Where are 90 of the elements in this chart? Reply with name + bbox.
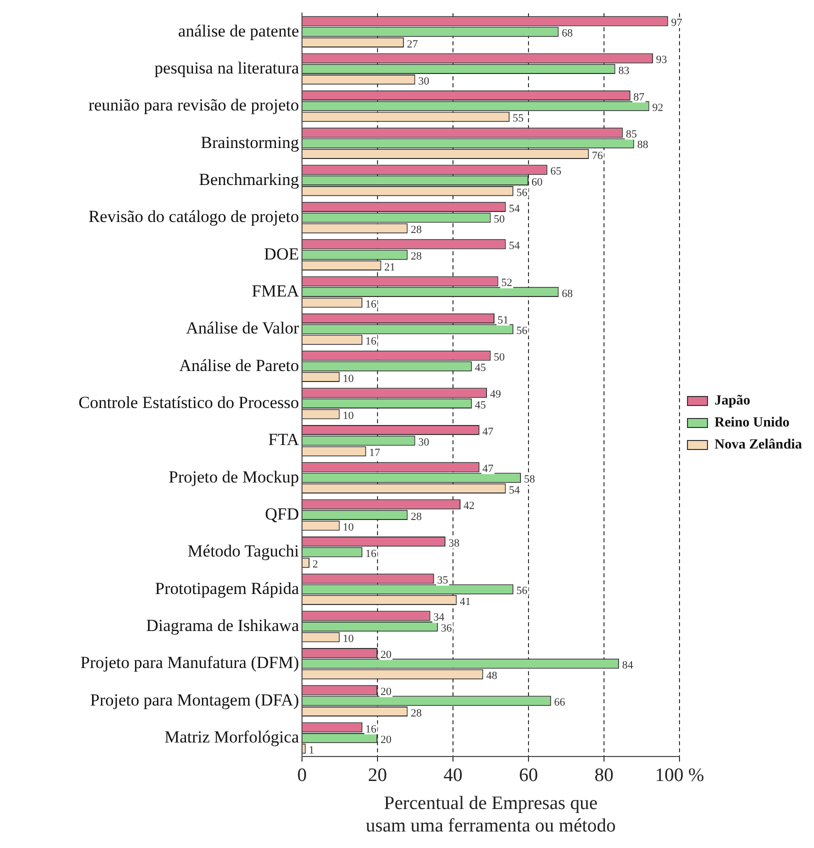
- data-label: 45: [474, 362, 486, 374]
- data-label: 58: [524, 474, 536, 486]
- data-label: 16: [365, 548, 377, 560]
- data-label: 27: [406, 38, 418, 50]
- legend-label: Japão: [714, 394, 750, 409]
- data-label: 87: [633, 91, 645, 104]
- data-label: 36: [440, 622, 452, 634]
- x-tick-label: 20: [368, 764, 387, 786]
- data-label: 10: [342, 410, 354, 422]
- data-label: 60: [531, 176, 543, 188]
- data-label: 92: [652, 102, 664, 114]
- x-tick-label: 100 %: [654, 764, 704, 786]
- x-tick-label: 40: [443, 764, 462, 786]
- data-label: 20: [380, 734, 392, 746]
- data-label: 66: [554, 696, 566, 709]
- data-label: 49: [490, 388, 502, 401]
- data-label: 30: [418, 76, 430, 88]
- data-label: 54: [508, 484, 520, 496]
- data-label: 38: [448, 537, 460, 550]
- data-label: 28: [410, 224, 422, 236]
- data-label: 10: [342, 372, 354, 385]
- data-label: 45: [474, 399, 486, 412]
- data-label: 52: [501, 277, 512, 290]
- data-label: 55: [512, 112, 524, 125]
- data-label: 10: [342, 633, 354, 646]
- y-tick-label: Diagrama de Ishikawa: [146, 616, 300, 635]
- x-tick-label: 80: [594, 764, 614, 786]
- y-tick-label: FTA: [268, 430, 300, 450]
- legend-label: Nova Zelândia: [714, 438, 802, 453]
- data-label: 47: [482, 426, 494, 438]
- data-label: 50: [494, 352, 506, 364]
- data-label: 42: [464, 500, 475, 512]
- y-tick-label: Brainstorming: [200, 132, 300, 152]
- y-tick-label: Análise de Valor: [186, 318, 300, 338]
- data-label: 35: [437, 574, 449, 587]
- data-label: 76: [592, 150, 604, 162]
- data-label: 17: [369, 447, 381, 460]
- x-tick-label: 0: [297, 764, 307, 786]
- x-axis-title: Percentual de Empresas que usam uma ferramenta ou método: [366, 792, 616, 837]
- data-label: 30: [418, 436, 430, 449]
- y-tick-label: análise de patente: [178, 21, 299, 40]
- data-label: 20: [380, 686, 392, 698]
- data-label: 1: [308, 744, 314, 757]
- y-tick-label: reunião para revisão de projeto: [88, 96, 299, 115]
- data-label: 20: [380, 648, 392, 661]
- data-label: 88: [637, 139, 649, 152]
- data-label: 28: [410, 510, 422, 523]
- y-tick-label: Revisão do catálogo de projeto: [88, 207, 299, 226]
- data-label: 68: [562, 288, 574, 300]
- data-label: 54: [508, 240, 520, 252]
- data-label: 83: [618, 64, 630, 77]
- data-label: 48: [486, 670, 498, 682]
- data-label: 28: [410, 250, 422, 263]
- data-label: 54: [508, 202, 520, 215]
- data-label: 16: [365, 336, 377, 348]
- y-tick-label: Método Taguchi: [188, 542, 300, 561]
- data-label: 68: [562, 28, 574, 40]
- data-label: 47: [482, 463, 494, 476]
- y-tick-label: pesquisa na literatura: [154, 58, 300, 78]
- y-tick-label: Projeto de Mockup: [168, 467, 299, 486]
- data-label: 56: [516, 325, 528, 338]
- legend-label: Reino Unido: [714, 416, 790, 431]
- data-label: 21: [384, 261, 396, 274]
- data-label: 85: [626, 128, 638, 141]
- data-label: 93: [656, 54, 668, 66]
- data-label: 28: [410, 707, 422, 720]
- data-label: 56: [516, 585, 528, 598]
- data-label: 41: [460, 596, 471, 608]
- y-tick-label: Projeto para Montagem (DFA): [90, 690, 299, 710]
- y-tick-label: Prototipagem Rápida: [154, 578, 300, 598]
- y-tick-label: Benchmarking: [198, 170, 300, 189]
- y-tick-label: FMEA: [252, 281, 300, 300]
- y-tick-label: Análise de Pareto: [179, 356, 299, 375]
- y-tick-label: Matriz Morfológica: [164, 727, 300, 746]
- y-tick-label: Controle Estatístico do Processo: [78, 392, 299, 412]
- x-tick-label: 60: [518, 764, 538, 786]
- data-label: 16: [365, 723, 377, 736]
- y-tick-label: DOE: [264, 244, 299, 264]
- data-label: 50: [494, 214, 506, 226]
- data-label: 56: [516, 187, 528, 200]
- data-label: 97: [671, 17, 683, 30]
- data-label: 10: [342, 522, 354, 534]
- data-label: 65: [550, 166, 562, 178]
- data-label: 16: [365, 298, 377, 311]
- data-label: 34: [433, 612, 445, 624]
- data-label: 51: [498, 314, 509, 326]
- y-tick-label: QFD: [264, 504, 299, 524]
- y-tick-label: Projeto para Manufatura (DFM): [80, 653, 299, 672]
- data-label: 2: [312, 558, 318, 571]
- data-label: 84: [622, 660, 634, 672]
